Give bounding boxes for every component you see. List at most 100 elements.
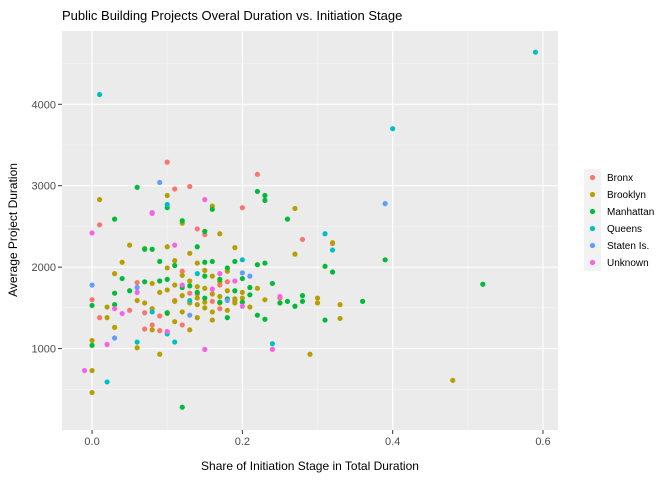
point-manhattan-50 <box>299 298 306 304</box>
point-manhattan-54 <box>360 298 366 304</box>
point-brooklyn-11 <box>134 345 140 351</box>
point-manhattan-10 <box>149 246 155 252</box>
point-brooklyn-6 <box>112 271 118 277</box>
point-brooklyn-35 <box>202 285 208 291</box>
legend-swatch-queens <box>589 225 596 232</box>
point-manhattan-11 <box>157 258 163 265</box>
point-staten-is-7 <box>382 201 388 207</box>
point-manhattan-5 <box>119 275 125 282</box>
point-brooklyn-71 <box>172 282 178 288</box>
point-brooklyn-57 <box>314 295 321 301</box>
point-staten-is-8 <box>134 284 140 291</box>
point-unknown-9 <box>179 282 185 288</box>
point-brooklyn-62 <box>450 377 456 383</box>
point-manhattan-33 <box>232 288 238 294</box>
point-manhattan-56 <box>480 281 486 287</box>
x-tick-label-1: 0.2 <box>235 436 250 448</box>
x-axis-title: Share of Initiation Stage in Total Durat… <box>201 459 419 473</box>
legend: Bronx Brooklyn Manhattan Queens Staten Is. Un… <box>582 166 662 274</box>
point-brooklyn-32 <box>194 295 200 301</box>
point-brooklyn-45 <box>224 288 230 294</box>
point-brooklyn-58 <box>314 300 321 306</box>
point-manhattan-42 <box>262 260 268 266</box>
legend-label-bronx: Bronx <box>607 173 633 184</box>
point-queens-13 <box>532 49 539 55</box>
point-brooklyn-28 <box>187 278 193 284</box>
point-brooklyn-36 <box>202 299 208 305</box>
point-brooklyn-47 <box>232 245 238 251</box>
point-brooklyn-30 <box>194 260 200 266</box>
point-brooklyn-4 <box>104 304 110 310</box>
x-axis: 0.0 0.2 0.4 0.6 <box>84 430 551 448</box>
point-brooklyn-43 <box>217 293 223 300</box>
point-brooklyn-20 <box>164 287 170 293</box>
point-unknown-15 <box>269 346 276 352</box>
point-staten-is-4 <box>224 297 230 304</box>
point-bronx-15 <box>209 298 215 304</box>
point-brooklyn-0 <box>89 389 95 396</box>
point-brooklyn-60 <box>337 315 343 322</box>
point-queens-2 <box>134 339 140 345</box>
point-brooklyn-55 <box>292 251 298 257</box>
point-staten-is-6 <box>247 273 253 279</box>
point-brooklyn-67 <box>187 327 193 333</box>
point-manhattan-18 <box>179 404 185 410</box>
point-brooklyn-38 <box>209 273 215 279</box>
point-bronx-27 <box>127 307 133 313</box>
point-brooklyn-14 <box>149 327 155 333</box>
point-unknown-11 <box>202 346 208 352</box>
point-manhattan-12 <box>157 278 163 284</box>
point-manhattan-16 <box>172 262 178 269</box>
point-manhattan-59 <box>247 292 253 298</box>
point-queens-8 <box>239 257 245 263</box>
point-unknown-10 <box>202 196 208 203</box>
legend-label-staten-is: Staten Is. <box>607 241 649 252</box>
y-tick-label-1: 2000 <box>32 262 56 274</box>
point-manhattan-45 <box>277 300 283 306</box>
point-brooklyn-63 <box>142 300 148 306</box>
point-manhattan-49 <box>299 293 306 299</box>
point-brooklyn-51 <box>254 285 260 291</box>
point-bronx-5 <box>149 322 155 328</box>
point-queens-9 <box>269 341 276 347</box>
point-manhattan-14 <box>164 276 170 282</box>
point-manhattan-8 <box>142 246 148 252</box>
point-manhattan-2 <box>112 216 118 222</box>
point-brooklyn-39 <box>209 291 215 297</box>
point-manhattan-41 <box>262 197 268 203</box>
point-unknown-3 <box>112 306 118 312</box>
point-bronx-11 <box>187 183 193 190</box>
point-manhattan-4 <box>112 302 118 308</box>
point-brooklyn-56 <box>307 351 313 357</box>
legend-swatch-brooklyn <box>589 191 596 198</box>
point-manhattan-57 <box>194 289 200 295</box>
point-bronx-0 <box>89 297 95 303</box>
point-brooklyn-68 <box>209 309 215 315</box>
y-axis: 1000 2000 3000 4000 <box>32 99 62 356</box>
point-brooklyn-69 <box>232 296 238 302</box>
point-queens-0 <box>96 91 103 98</box>
point-brooklyn-10 <box>134 297 140 304</box>
point-staten-is-1 <box>112 335 118 341</box>
point-brooklyn-49 <box>239 289 245 295</box>
legend-label-unknown: Unknown <box>607 258 649 269</box>
point-bronx-9 <box>172 186 178 192</box>
point-bronx-1 <box>96 222 103 228</box>
point-bronx-24 <box>179 322 185 328</box>
point-unknown-14 <box>239 303 245 309</box>
point-bronx-25 <box>187 290 193 296</box>
grid-minor <box>62 31 558 430</box>
point-brooklyn-7 <box>112 324 118 330</box>
point-brooklyn-72 <box>194 302 200 308</box>
point-brooklyn-25 <box>179 272 185 278</box>
point-brooklyn-5 <box>104 315 110 321</box>
point-manhattan-44 <box>269 280 276 287</box>
point-brooklyn-34 <box>202 267 208 273</box>
point-bronx-12 <box>194 226 200 232</box>
legend-swatch-staten-is <box>589 242 596 249</box>
point-brooklyn-26 <box>179 309 185 315</box>
point-brooklyn-41 <box>217 231 223 237</box>
point-unknown-17 <box>209 286 215 292</box>
point-unknown-18 <box>119 310 125 317</box>
